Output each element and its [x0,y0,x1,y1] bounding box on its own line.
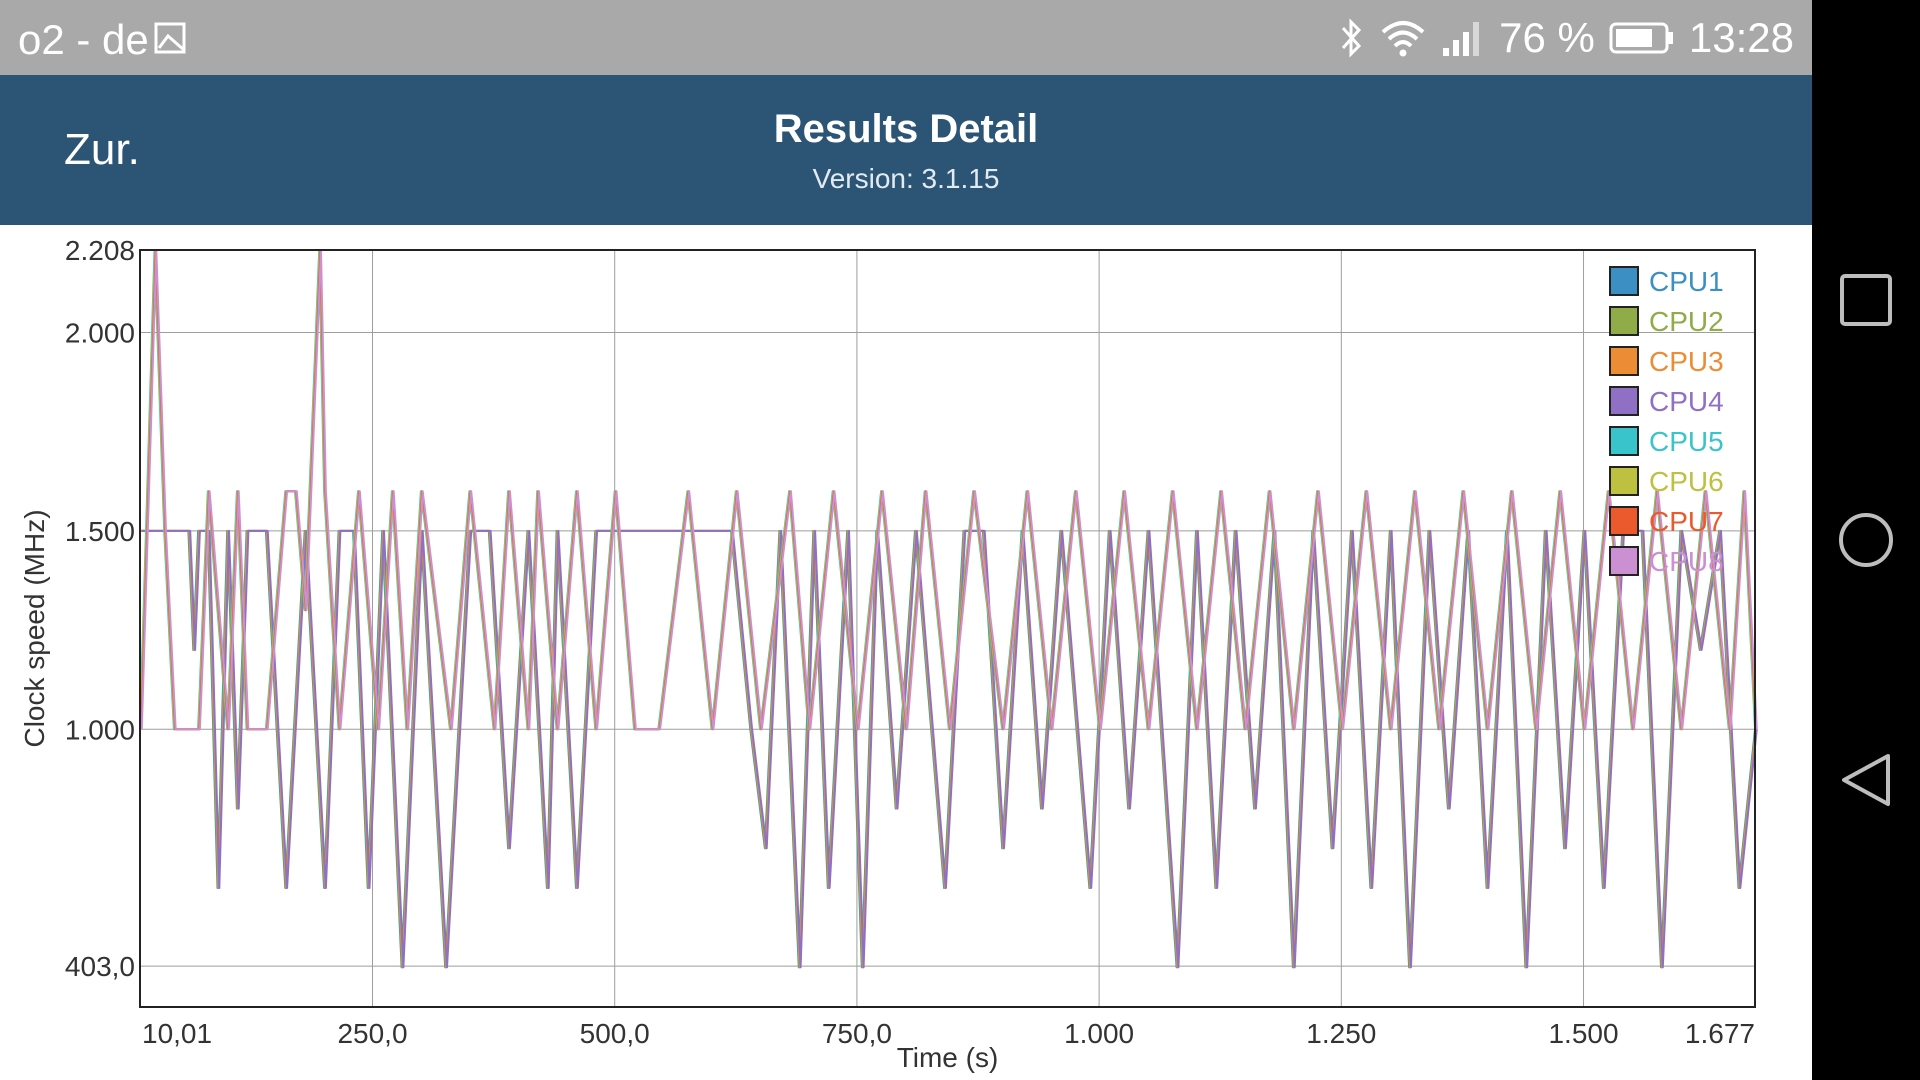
series-lines [139,249,1758,969]
legend-label-cpu3: CPU3 [1649,346,1724,377]
back-button[interactable]: Zur. [64,125,140,174]
image-icon [154,22,186,54]
x-tick-label: 750,0 [822,1018,892,1049]
app-bar: Zur. Results Detail Version: 3.1.15 [0,75,1812,225]
legend-swatch-cpu6 [1609,466,1639,496]
series-line-cpu4 [141,529,1758,969]
legend-label-cpu2: CPU2 [1649,306,1724,337]
legend-swatch-cpu3 [1609,346,1639,376]
x-tick-label: 500,0 [580,1018,650,1049]
legend-swatch-cpu7 [1609,506,1639,536]
clock-speed-chart: 10,01 250,0 500,0 750,0 1.000 1.250 1.500 1.677… [19,235,1758,1073]
navigation-bar [1812,0,1920,1080]
status-icons: 76 % 13:28 [1339,12,1794,64]
legend-swatch-cpu8 [1609,546,1639,576]
x-tick-label: 1.000 [1064,1018,1134,1049]
y-axis-label: Clock speed (MHz) [19,509,50,747]
x-tick-label: 10,01 [142,1018,212,1049]
y-tick-label: 2.208 [65,235,135,266]
bluetooth-icon [1342,18,1362,58]
plot-frame [139,249,1756,1008]
signal-icon [1443,22,1480,56]
y-tick-label: 403,0 [65,951,135,982]
y-tick-labels: 403,0 1.000 1.500 2.000 2.208 [65,235,135,982]
clock: 13:28 [1688,14,1794,61]
legend-label-cpu6: CPU6 [1649,466,1724,497]
x-tick-label: 1.677 [1685,1018,1755,1049]
legend-swatch-cpu5 [1609,426,1639,456]
x-tick-label: 250,0 [337,1018,407,1049]
legend-label-cpu5: CPU5 [1649,426,1724,457]
series-line-cpu3 [141,529,1758,969]
y-tick-label: 2.000 [65,318,135,349]
page-title: Results Detail [773,107,1039,151]
x-tick-label: 1.250 [1306,1018,1376,1049]
battery-icon [1609,22,1673,54]
legend-swatch-cpu1 [1609,266,1639,296]
legend-label-cpu8: CPU8 [1649,546,1724,577]
battery-percent: 76 % [1499,14,1595,61]
legend-label-cpu4: CPU4 [1649,386,1724,417]
y-tick-label: 1.000 [65,714,135,745]
version-label: Version: 3.1.15 [812,163,1000,194]
status-bar: o2 - de 76 % [0,0,1812,75]
chart-legend: CPU1 CPU2 CPU3 CPU4 CPU5 CPU6 CPU7 CPU8 [1609,266,1724,577]
series-line-cpu8 [140,249,1758,731]
legend-swatch-cpu4 [1609,386,1639,416]
x-tick-label: 1.500 [1548,1018,1618,1049]
recent-apps-icon[interactable] [1836,270,1896,330]
app-screen: o2 - de 76 % [0,0,1812,1073]
carrier-name: o2 - de [18,16,149,63]
legend-swatch-cpu2 [1609,306,1639,336]
legend-label-cpu1: CPU1 [1649,266,1724,297]
series-line-cpu2 [140,529,1757,969]
back-icon[interactable] [1836,750,1896,810]
y-tick-label: 1.500 [65,516,135,547]
x-axis-label: Time (s) [897,1042,999,1073]
home-icon[interactable] [1836,510,1896,570]
wifi-icon [1381,21,1425,57]
legend-label-cpu7: CPU7 [1649,506,1724,537]
x-tick-labels: 10,01 250,0 500,0 750,0 1.000 1.250 1.500 1.677 [142,1018,1755,1049]
